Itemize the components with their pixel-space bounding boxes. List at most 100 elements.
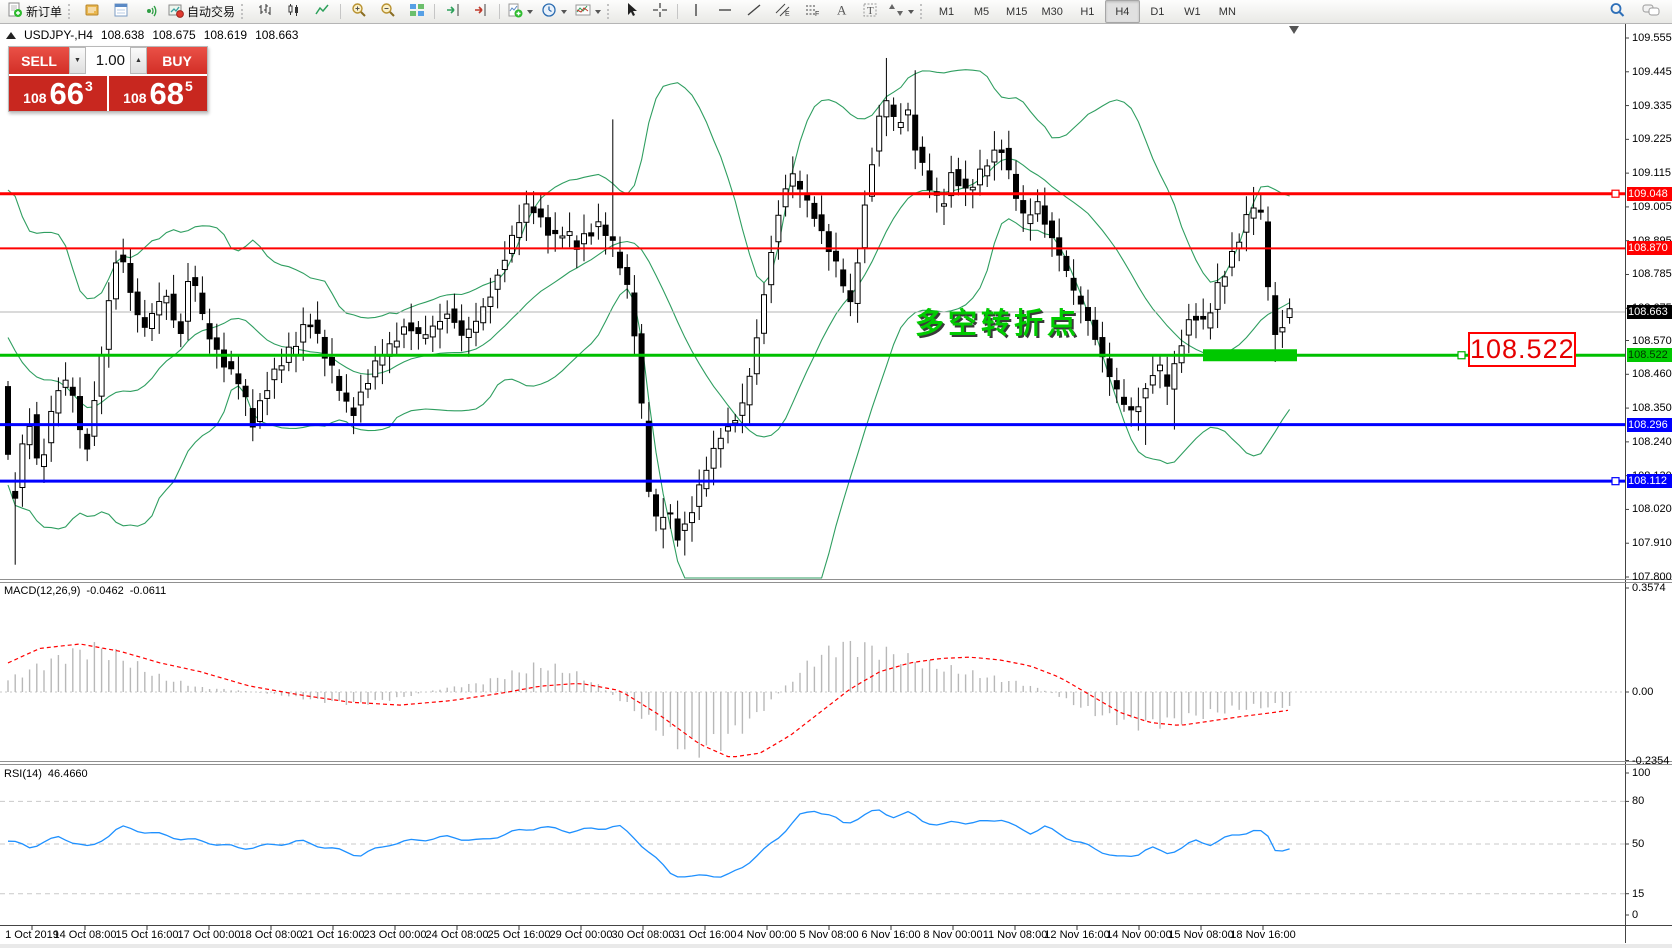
shift-marker[interactable]	[1289, 26, 1299, 34]
timeframe-w1[interactable]: W1	[1184, 5, 1201, 18]
timeframe-m1[interactable]: M1	[938, 5, 955, 18]
text-button[interactable]: A	[826, 0, 855, 23]
macd-indicator-label: MACD(12,26,9) -0.0462 -0.0611	[4, 585, 166, 597]
timeframe-m30[interactable]: M30	[1041, 5, 1063, 18]
line-chart-button[interactable]	[308, 0, 337, 23]
toolbar-grip	[68, 4, 74, 19]
text-label-button[interactable]: T	[855, 0, 884, 23]
periods-icon	[541, 2, 557, 21]
candles[interactable]	[5, 57, 1293, 565]
chat-button[interactable]	[1636, 0, 1665, 23]
autotrading-label: 自动交易	[187, 5, 236, 19]
ask-sup: 5	[185, 77, 193, 94]
autotrading-button[interactable]: 自动交易	[164, 0, 239, 23]
timeframe-m5[interactable]: M5	[973, 5, 990, 18]
new-order-icon	[7, 2, 23, 21]
fibonacci-button[interactable]: F	[797, 0, 826, 23]
cursor-icon	[623, 2, 639, 21]
periods-button[interactable]	[537, 0, 571, 23]
bid-price[interactable]: 108 66 3	[9, 76, 109, 111]
equidistant-channel-button[interactable]: E	[768, 0, 797, 23]
auto-scroll-button[interactable]	[438, 0, 467, 23]
highlight-rectangle[interactable]	[1203, 349, 1297, 362]
chat-icon	[1642, 2, 1660, 21]
rsi-name: RSI(14)	[4, 768, 42, 780]
bid-big: 66	[49, 76, 85, 111]
timeframe-h1[interactable]: H1	[1080, 5, 1095, 18]
buy-button[interactable]: BUY	[147, 47, 207, 74]
templates-icon	[575, 2, 591, 21]
navigator-icon	[142, 2, 158, 21]
timeframe-h4[interactable]: H4	[1104, 0, 1140, 23]
chevron-down-icon	[595, 9, 602, 14]
timeframe-d1[interactable]: D1	[1150, 5, 1165, 18]
tile-windows-icon	[409, 2, 425, 21]
collapse-icon[interactable]	[6, 31, 16, 39]
line-anchor[interactable]	[1457, 351, 1466, 360]
toolbar-separator	[499, 4, 501, 19]
crosshair-button[interactable]	[645, 0, 674, 23]
data-window-button[interactable]	[106, 0, 135, 23]
candlestick-chart-icon	[286, 2, 302, 21]
bid-prefix: 108	[23, 89, 47, 106]
new-order-button[interactable]: 新订单	[3, 0, 66, 23]
line-anchor[interactable]	[1611, 477, 1620, 486]
timeframe-m15[interactable]: M15	[1006, 5, 1028, 18]
tile-windows-button[interactable]	[402, 0, 431, 23]
svg-text:F: F	[815, 11, 819, 18]
ask-price[interactable]: 108 68 5	[109, 76, 207, 111]
arrows-icon	[888, 2, 904, 21]
volume-decrease-button[interactable]: ▼	[69, 47, 86, 74]
toolbar-separator	[677, 4, 679, 19]
candlestick-chart-button[interactable]	[279, 0, 308, 23]
bar-chart-button[interactable]	[250, 0, 279, 23]
zoom-in-button[interactable]	[344, 0, 373, 23]
line-chart-icon	[314, 2, 331, 21]
cursor-button[interactable]	[616, 0, 645, 23]
market-watch-icon	[84, 2, 100, 21]
toolbar-right-group	[1603, 0, 1669, 23]
crosshair-icon	[652, 2, 668, 21]
vertical-line-button[interactable]	[681, 0, 710, 23]
navigator-button[interactable]	[135, 0, 164, 23]
volume-value[interactable]: 1.00	[95, 52, 125, 69]
svg-text:A: A	[837, 3, 847, 18]
bid-sup: 3	[85, 77, 93, 94]
volume-increase-button[interactable]: ▲	[130, 47, 147, 74]
rsi-line	[7, 809, 1290, 878]
toolbar-grip	[920, 4, 926, 19]
chevron-down-icon	[908, 9, 915, 14]
text-label-icon: T	[862, 2, 878, 21]
macd-histogram	[7, 640, 1291, 758]
data-window-icon	[113, 2, 129, 21]
auto-scroll-icon	[445, 2, 461, 21]
templates-button[interactable]	[571, 0, 605, 23]
vertical-line-icon	[688, 2, 704, 21]
new-order-label: 新订单	[26, 5, 63, 19]
rsi-value: 46.4660	[47, 768, 88, 780]
zoom-out-button[interactable]	[373, 0, 402, 23]
arrows-button[interactable]	[884, 0, 918, 23]
zoom-out-icon	[380, 2, 396, 21]
macd-value-main: -0.0462	[86, 585, 124, 597]
chart-shift-button[interactable]	[467, 0, 496, 23]
timeframe-mn[interactable]: MN	[1218, 5, 1236, 18]
horizontal-line-button[interactable]	[710, 0, 739, 23]
bar-chart-icon	[257, 2, 273, 21]
macd-name: MACD(12,26,9)	[4, 585, 81, 597]
toolbar: 新订单 自动交易 E F A T	[0, 0, 1672, 24]
line-anchor[interactable]	[1611, 189, 1620, 198]
chart-text-annotation[interactable]: 多空转折点	[915, 308, 1081, 340]
sell-button[interactable]: SELL	[9, 47, 69, 74]
indicators-button[interactable]	[503, 0, 537, 23]
ohlc-high: 108.675	[152, 28, 196, 42]
market-watch-button[interactable]	[77, 0, 106, 23]
chart-shift-icon	[474, 2, 490, 21]
search-button[interactable]	[1603, 0, 1632, 23]
trendline-button[interactable]	[739, 0, 768, 23]
search-icon	[1609, 2, 1626, 21]
volume-control: ▼ 1.00 ▲	[69, 47, 147, 74]
price-callout-box[interactable]: 108.522	[1468, 332, 1576, 367]
